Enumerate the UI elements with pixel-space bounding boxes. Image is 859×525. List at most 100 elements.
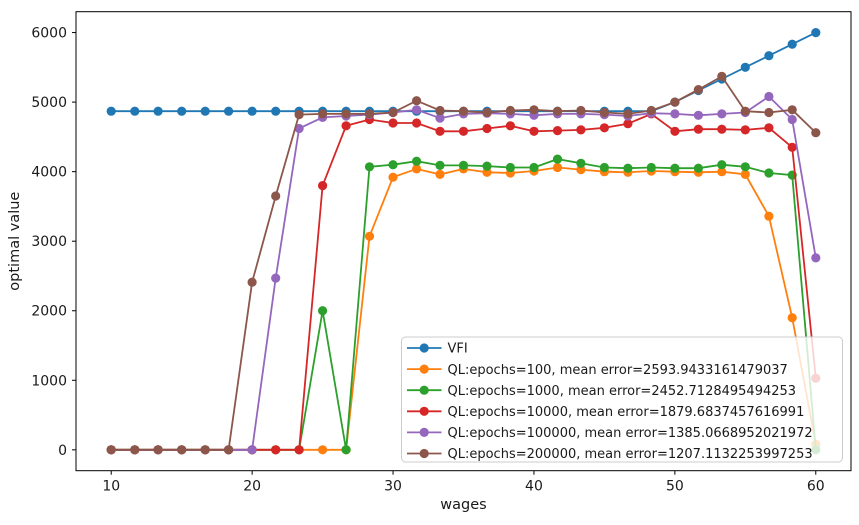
data-point-marker [740,162,750,172]
data-point-marker [717,160,727,170]
legend-marker-icon [419,343,429,353]
data-point-marker [106,106,116,116]
data-point-marker [341,121,351,131]
data-point-marker [740,169,750,179]
data-point-marker [811,128,821,138]
data-point-marker [599,123,610,133]
data-point-marker [106,445,116,455]
data-point-marker [787,313,797,323]
data-point-marker [623,163,633,173]
x-axis-label: wages [440,497,486,513]
data-point-marker [318,181,328,191]
y-tick-label: 0 [58,443,67,459]
data-point-marker [505,162,515,173]
data-point-marker [529,105,539,115]
data-point-marker [740,125,750,135]
data-point-marker [224,106,234,116]
data-point-marker [435,169,445,179]
data-point-marker [764,123,774,133]
data-point-marker [412,105,422,115]
data-point-marker [435,126,445,136]
data-point-marker [153,445,163,455]
legend-label: QL:epochs=10000, mean error=1879.6837457… [448,405,805,420]
series-ql-epochs-200000 [106,71,821,455]
data-point-marker [646,162,656,173]
data-point-marker [811,27,821,38]
y-tick-label: 1000 [31,373,67,389]
data-point-marker [693,85,704,95]
data-point-marker [271,273,281,283]
data-point-marker [388,118,398,128]
data-point-marker [576,105,586,116]
data-point-marker [388,172,398,182]
data-point-marker [552,162,563,173]
series-vfi [106,27,821,116]
data-point-marker [247,277,257,287]
data-point-marker [318,306,328,316]
legend-entry-ql-epochs-100000: QL:epochs=100000, mean error=1385.066895… [407,426,813,441]
data-point-marker [764,211,774,221]
data-point-marker [364,231,375,241]
legend-label: QL:epochs=100, mean error=2593.943316147… [448,363,788,378]
data-point-marker [670,97,680,107]
data-point-marker [247,106,257,116]
y-tick-label: 4000 [31,165,67,181]
x-tick-label: 40 [525,479,543,495]
y-tick-label: 2000 [31,304,67,320]
y-tick-label: 6000 [31,26,67,42]
data-point-marker [294,445,304,455]
data-point-marker [670,163,680,173]
data-point-marker [364,109,375,119]
data-point-marker [412,96,422,106]
legend-marker-icon [419,385,429,395]
y-axis-label: optimal value [7,192,23,291]
data-point-marker [177,106,187,116]
data-point-marker [529,126,539,136]
data-point-marker [552,106,563,116]
legend: VFI QL:epochs=100, mean error=2593.943316… [401,336,843,463]
data-point-marker [764,107,774,118]
data-point-marker [717,109,727,119]
data-point-marker [787,114,797,125]
data-point-marker [458,126,469,136]
legend-entry-ql-epochs-1000: QL:epochs=1000, mean error=2452.71284954… [407,384,796,399]
y-tick-label: 3000 [31,234,67,250]
data-point-marker [505,121,515,131]
data-point-marker [693,163,704,173]
data-point-marker [341,109,351,119]
legend-frame [401,336,843,463]
data-point-marker [482,161,492,171]
x-tick-label: 10 [102,479,120,495]
plot-generated-content: 10 20 30 40 50 60 0 1000 2000 3000 4000 5000 6000 VFI… [31,11,852,495]
data-point-marker [670,109,680,119]
data-point-marker [623,109,633,119]
data-point-marker [482,123,492,134]
data-point-marker [576,125,586,135]
data-point-marker [294,123,304,134]
x-tick-label: 60 [807,479,825,495]
data-point-marker [200,106,210,116]
data-point-marker [576,165,586,175]
data-point-marker [412,118,422,128]
legend-label: VFI [448,342,468,357]
data-point-marker [787,142,797,152]
data-point-marker [364,162,375,172]
series-line [111,31,817,113]
data-point-marker [153,106,163,116]
data-point-marker [764,168,774,178]
data-point-marker [764,51,774,61]
data-point-marker [435,113,445,123]
legend-label: QL:epochs=200000, mean error=1207.113225… [448,447,813,462]
legend-label: QL:epochs=100000, mean error=1385.066895… [448,426,813,441]
data-point-marker [599,162,610,173]
legend-entry-ql-epochs-200000: QL:epochs=200000, mean error=1207.113225… [407,447,813,462]
data-point-marker [435,160,445,170]
data-point-marker [130,106,140,116]
data-point-marker [412,164,422,174]
legend-marker-icon [419,427,429,437]
data-point-marker [130,445,140,455]
data-point-marker [458,160,469,170]
data-point-marker [740,106,750,116]
data-point-marker [458,106,469,116]
x-tick-label: 30 [384,479,402,495]
